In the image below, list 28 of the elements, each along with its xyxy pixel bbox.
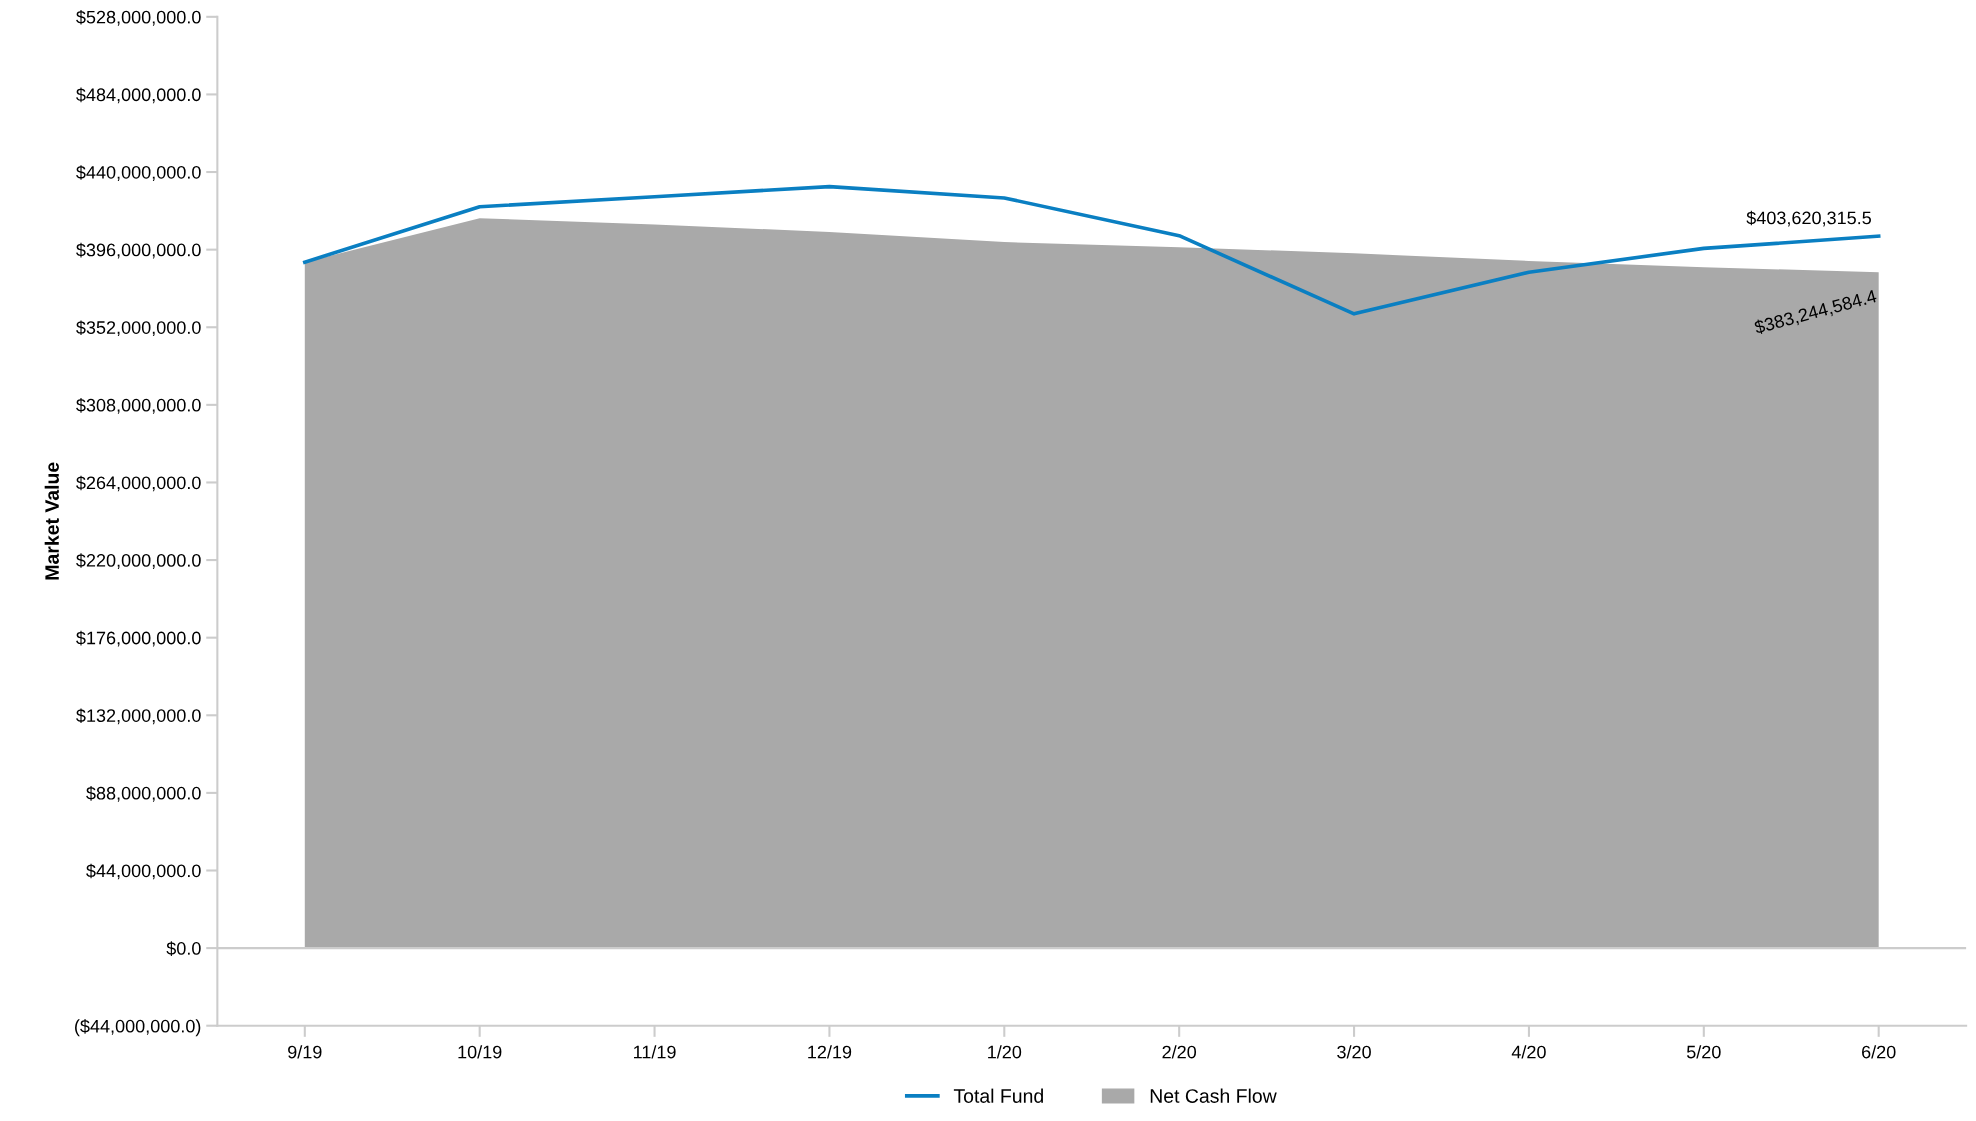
x-tick-label: 5/20 (1686, 1045, 1721, 1059)
y-tick-label: $132,000,000.0 (76, 708, 201, 725)
x-tick-label: 9/19 (288, 1045, 322, 1059)
x-tick-label: 11/19 (634, 1045, 676, 1059)
y-tick-label: $176,000,000.0 (76, 630, 201, 647)
x-tick-label: 6/20 (1862, 1045, 1896, 1059)
x-tick-label: 3/20 (1337, 1045, 1371, 1059)
y-tick-label: $88,000,000.0 (86, 786, 201, 802)
y-tick-label: $308,000,000.0 (76, 398, 201, 414)
y-tick-label: ($44,000,000.0) (75, 1019, 201, 1037)
x-tick-label: 1/20 (988, 1045, 1022, 1059)
x-tick-label: 10/19 (458, 1045, 502, 1059)
y-tick-label: $352,000,000.0 (76, 320, 201, 337)
x-tick-label: 12/19 (808, 1045, 852, 1059)
y-axis-title: Market Value (44, 462, 59, 580)
data-label: $403,620,315.5 (1746, 210, 1871, 227)
y-tick-label: $220,000,000.0 (76, 553, 201, 569)
y-tick-label: $396,000,000.0 (76, 242, 201, 259)
x-tick-label: 4/20 (1511, 1045, 1546, 1059)
y-tick-label: $0.0 (166, 941, 201, 956)
legend-label: Net Cash Flow (1150, 1088, 1277, 1103)
y-tick-label: $528,000,000.0 (76, 9, 201, 26)
legend-label: Total Fund (953, 1088, 1043, 1103)
y-tick-label: $484,000,000.0 (76, 87, 201, 104)
y-tick-label: $440,000,000.0 (76, 165, 201, 181)
x-tick-label: 2/20 (1162, 1045, 1197, 1059)
y-tick-label: $44,000,000.0 (86, 863, 201, 880)
y-tick-label: $264,000,000.0 (76, 475, 201, 492)
